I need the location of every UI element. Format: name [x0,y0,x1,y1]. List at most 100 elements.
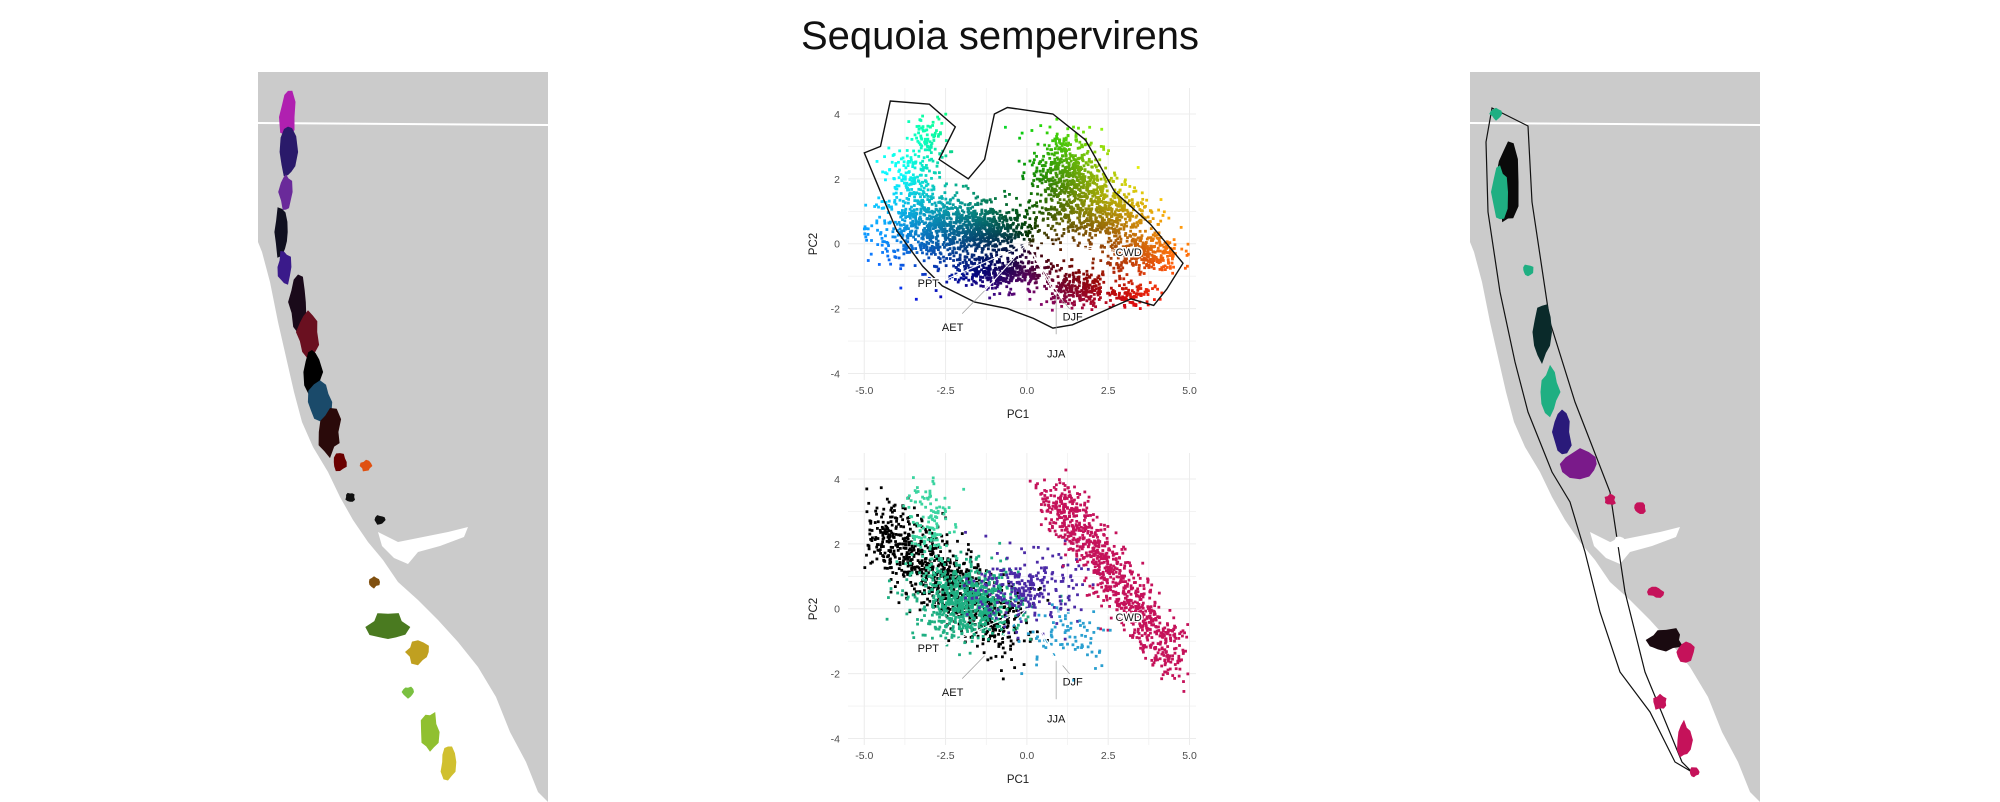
data-point [894,162,897,165]
data-point [1083,195,1086,198]
data-point [1123,193,1126,196]
data-point [1110,198,1113,201]
data-point [1057,201,1060,204]
data-point [973,239,976,242]
data-point [1126,240,1129,243]
data-point [916,208,919,211]
points [863,469,1189,693]
data-point [1092,175,1095,178]
data-point [1131,201,1134,204]
data-point [899,287,902,290]
data-point [977,228,980,231]
points [863,113,1190,312]
data-point [945,182,948,185]
data-point [911,165,914,168]
data-point [1089,213,1092,216]
data-point [937,605,940,608]
data-point [897,543,900,546]
data-point [941,594,944,597]
data-point [886,250,889,253]
data-point [1072,295,1075,298]
data-point [922,207,925,210]
data-point [925,184,928,187]
data-point [1031,164,1034,167]
range-patch [369,576,380,588]
data-point [974,269,977,272]
data-point [1078,232,1081,235]
data-point [929,249,932,252]
range-patch [402,687,414,699]
data-point [914,238,917,241]
data-point [927,145,930,148]
data-point [1054,147,1057,150]
data-point [881,251,884,254]
data-point [1063,228,1066,231]
figure-title: Sequoia sempervirens [0,14,2000,59]
data-point [970,569,973,572]
data-point [1075,271,1078,274]
data-point [962,274,965,277]
data-point [921,568,924,571]
data-point [944,237,947,240]
data-point [925,142,928,145]
data-point [923,614,926,617]
data-point [1095,216,1098,219]
data-point [1063,180,1066,183]
data-point [931,193,934,196]
data-point [920,550,923,553]
data-point [1084,175,1087,178]
data-point [1023,265,1026,268]
data-point [921,251,924,254]
data-point [886,498,889,501]
data-point [1090,142,1093,145]
data-point [1018,137,1021,140]
data-point [953,221,956,224]
data-point [993,628,996,631]
data-point [943,191,946,194]
data-point [1004,126,1007,129]
data-point [1109,299,1112,302]
data-point [1166,255,1169,258]
data-point [1158,241,1161,244]
data-point [993,293,996,296]
data-point [916,514,919,517]
data-point [898,176,901,179]
data-point [1003,190,1006,193]
data-point [1081,203,1084,206]
data-point [981,593,984,596]
y-tick-label: 4 [834,109,840,121]
data-point [970,565,973,568]
data-point [1096,192,1099,195]
data-point [1050,262,1053,265]
data-point [1104,167,1107,170]
data-point [1043,232,1046,235]
x-tick-label: 2.5 [1101,385,1116,397]
data-point [975,220,978,223]
data-point [1159,260,1162,263]
data-point [959,206,962,209]
data-point [976,645,979,648]
data-point [995,280,998,283]
data-point [920,237,923,240]
data-point [1059,213,1062,216]
data-point [919,562,922,565]
data-point [908,523,911,526]
data-point [1010,658,1013,661]
data-point [918,128,921,131]
data-point [1026,213,1029,216]
data-point [1027,231,1030,234]
data-point [1019,255,1022,258]
data-point [1107,228,1110,231]
data-point [1051,238,1054,241]
data-point [960,551,963,554]
range-patch [1677,720,1693,758]
data-point [917,241,920,244]
data-point [974,571,977,574]
data-point [975,558,978,561]
data-point [1076,294,1079,297]
data-point [1054,151,1057,154]
data-point [1123,306,1126,309]
data-point [949,198,952,201]
data-point [1068,299,1071,302]
data-point [1127,193,1130,196]
